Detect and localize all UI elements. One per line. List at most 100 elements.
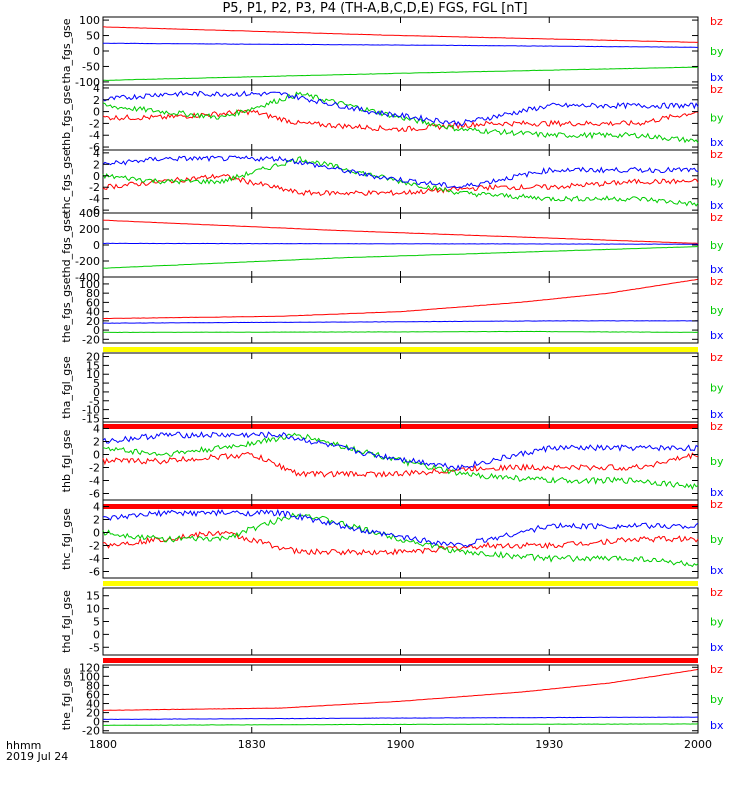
- series-line-bz: [102, 109, 699, 132]
- legend-label-bx: bx: [710, 136, 724, 149]
- legend-label-bz: bz: [710, 275, 723, 288]
- y-tick-label: -4: [89, 475, 100, 488]
- y-tick-label: 40: [86, 698, 100, 711]
- legend-label-bz: bz: [710, 211, 723, 224]
- y-tick-label: -100: [75, 76, 100, 89]
- series-line-bz: [102, 668, 699, 711]
- panel-frame: [102, 212, 699, 278]
- legend-label-by: by: [710, 45, 724, 58]
- y-tick-label: 0: [93, 45, 100, 58]
- legend-label-bx: bx: [710, 641, 724, 654]
- y-tick-label: -10: [82, 404, 100, 417]
- y-tick-label: 10: [86, 368, 100, 381]
- y-tick-label: 0: [93, 324, 100, 337]
- y-tick-label: -400: [75, 271, 100, 284]
- y-tick-label: -20: [82, 725, 100, 738]
- panel-frame: [102, 352, 699, 423]
- y-tick-label: -2: [89, 462, 100, 475]
- series-line-bz: [103, 26, 699, 43]
- legend-label-by: by: [710, 176, 724, 189]
- y-tick-label: 100: [79, 14, 100, 27]
- y-tick-label: 400: [79, 207, 100, 220]
- legend-label-bz: bz: [710, 15, 723, 28]
- y-axis-label: thd_fgs_gse: [60, 212, 73, 278]
- legend-label-bz: bz: [710, 663, 723, 676]
- y-axis-label: thb_fgs_gse: [60, 85, 73, 151]
- y-tick-label: 20: [86, 351, 100, 364]
- y-tick-label: 2: [93, 158, 100, 171]
- series-line-bz: [102, 530, 699, 556]
- legend-label-bz: bz: [710, 148, 723, 161]
- y-tick-label: 20: [86, 315, 100, 328]
- y-tick-label: 200: [79, 223, 100, 236]
- series-line-bx: [102, 155, 699, 189]
- y-tick-label: 100: [79, 278, 100, 291]
- legend-label-bz: bz: [710, 586, 723, 599]
- y-tick-label: -2: [89, 117, 100, 130]
- y-axis-label: the_fgl_gse: [60, 668, 73, 731]
- x-tick-label: 1930: [535, 738, 563, 751]
- y-tick-label: -4: [89, 193, 100, 206]
- series-line-bz: [102, 219, 699, 244]
- y-tick-label: 0: [93, 106, 100, 119]
- legend-label-by: by: [710, 616, 724, 629]
- y-tick-label: 2: [93, 94, 100, 107]
- legend-label-bx: bx: [710, 329, 724, 342]
- legend-label-by: by: [710, 533, 724, 546]
- y-tick-label: 2: [93, 514, 100, 527]
- y-axis-label: the_fgs_gse: [60, 277, 73, 342]
- y-tick-label: 0: [93, 239, 100, 252]
- y-tick-label: -4: [89, 553, 100, 566]
- legend-label-by: by: [710, 112, 724, 125]
- y-tick-label: -4: [89, 129, 100, 142]
- y-axis-label: thd_fgl_gse: [60, 590, 73, 653]
- legend-label-bx: bx: [710, 71, 724, 84]
- quality-flag-bar: [103, 581, 698, 586]
- legend-label-bx: bx: [710, 199, 724, 212]
- quality-flag-bar: [103, 658, 698, 663]
- series-line-by: [103, 66, 699, 81]
- y-tick-label: -5: [89, 395, 100, 408]
- y-tick-label: 80: [86, 679, 100, 692]
- legend-label-by: by: [710, 304, 724, 317]
- y-tick-label: 40: [86, 306, 100, 319]
- y-axis-label: tha_fgl_gse: [60, 356, 73, 419]
- y-tick-label: 5: [93, 616, 100, 629]
- y-tick-label: 120: [79, 661, 100, 674]
- series-line-bx: [102, 42, 698, 48]
- series-line-by: [103, 246, 698, 269]
- y-tick-label: 4: [93, 423, 100, 436]
- legend-label-by: by: [710, 455, 724, 468]
- y-tick-label: 0: [93, 527, 100, 540]
- panel-frame: [102, 499, 699, 579]
- series-line-bx: [102, 431, 699, 471]
- series-line-by: [103, 723, 699, 726]
- legend-label-by: by: [710, 239, 724, 252]
- y-tick-label: 2: [93, 436, 100, 449]
- x-tick-label: 2000: [684, 738, 712, 751]
- y-tick-label: 4: [93, 501, 100, 514]
- y-tick-label: 80: [86, 287, 100, 300]
- y-tick-label: 60: [86, 688, 100, 701]
- series-line-bz: [102, 278, 699, 320]
- y-tick-label: -15: [82, 412, 100, 425]
- x-tick-label: 1800: [89, 738, 117, 751]
- series-line-bx: [102, 508, 699, 548]
- y-tick-label: 10: [86, 603, 100, 616]
- series-line-bz: [102, 451, 699, 478]
- legend-label-by: by: [710, 382, 724, 395]
- y-tick-label: 4: [93, 82, 100, 95]
- legend-label-bx: bx: [710, 486, 724, 499]
- quality-flag-bar: [103, 504, 698, 509]
- series-line-by: [102, 512, 699, 568]
- time-axis-label: hhmm: [6, 739, 42, 752]
- y-tick-label: -2: [89, 181, 100, 194]
- panel-frame: [102, 664, 699, 734]
- legend-label-bz: bz: [710, 420, 723, 433]
- y-tick-label: -6: [89, 141, 100, 154]
- legend-label-by: by: [710, 693, 724, 706]
- y-tick-label: 0: [93, 716, 100, 729]
- panel-frame: [102, 16, 699, 86]
- y-tick-label: 100: [79, 670, 100, 683]
